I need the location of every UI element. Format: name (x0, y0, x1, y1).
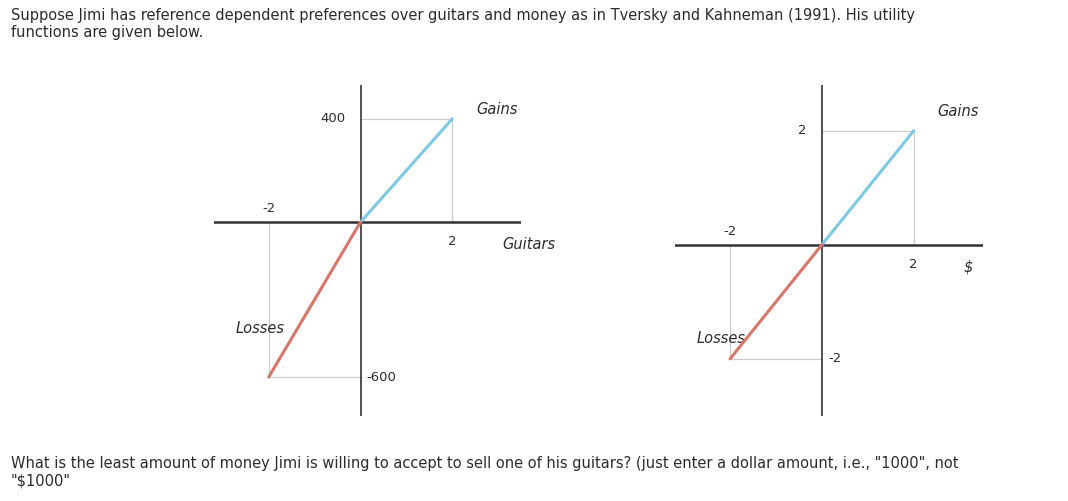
Text: 2: 2 (798, 124, 806, 137)
Text: Gains: Gains (476, 102, 518, 117)
Text: -2: -2 (723, 225, 737, 238)
Text: -2: -2 (262, 202, 276, 215)
Text: 2: 2 (910, 258, 918, 271)
Text: Guitars: Guitars (502, 236, 555, 252)
Text: What is the least amount of money Jimi is willing to accept to sell one of his g: What is the least amount of money Jimi i… (11, 456, 958, 488)
Text: Losses: Losses (236, 321, 285, 336)
Text: $: $ (963, 260, 973, 275)
Text: -600: -600 (366, 371, 396, 384)
Text: 2: 2 (449, 235, 457, 248)
Text: -2: -2 (828, 352, 842, 365)
Text: Losses: Losses (697, 331, 747, 346)
Text: Suppose Jimi has reference dependent preferences over guitars and money as in Tv: Suppose Jimi has reference dependent pre… (11, 8, 914, 40)
Text: Gains: Gains (938, 104, 979, 119)
Text: 400: 400 (320, 112, 345, 125)
